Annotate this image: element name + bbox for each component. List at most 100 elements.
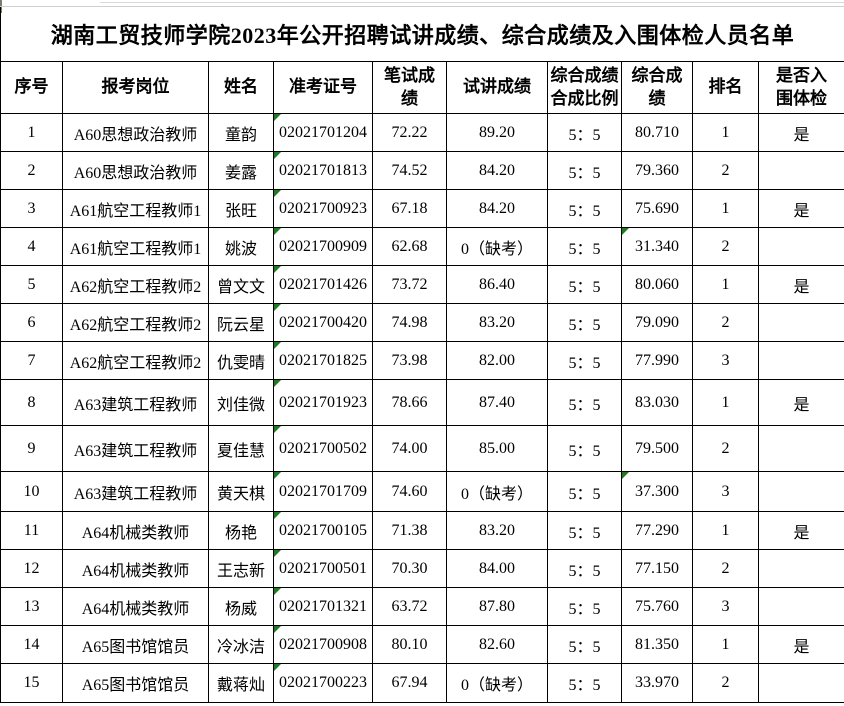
cell-name: 冷冰洁	[208, 625, 274, 664]
excel-error-indicator-triangle	[274, 114, 281, 121]
cell-position: A64机械类教师	[62, 511, 209, 550]
cell-ratio: 5：5	[547, 663, 622, 703]
cell-name: 姜露	[208, 151, 274, 190]
cell-written: 74.60	[372, 471, 447, 512]
table-row: 7 A62航空工程教师2 仇雯晴 02021701825 73.98 82.00…	[0, 341, 844, 380]
cell-ticket: 02021700908	[273, 625, 373, 664]
cell-ratio: 5：5	[547, 189, 622, 228]
cell-composite: 79.090	[621, 303, 693, 342]
cell-shortlisted: 是	[757, 189, 844, 228]
table-row: 4 A61航空工程教师1 姚波 02021700909 62.68 0（缺考） …	[0, 227, 844, 266]
cell-shortlisted	[757, 549, 844, 588]
cell-ratio: 5：5	[547, 425, 622, 472]
cell-shortlisted	[757, 151, 844, 190]
cell-lecture: 83.20	[446, 303, 548, 342]
cell-rank: 3	[692, 587, 759, 626]
cell-name: 阮云星	[208, 303, 274, 342]
cell-written: 74.98	[372, 303, 447, 342]
cell-written: 72.22	[372, 113, 447, 152]
cell-ticket: 02021700923	[273, 189, 373, 228]
cell-rank: 2	[692, 425, 759, 472]
cell-position: A63建筑工程教师	[62, 471, 209, 512]
cell-position: A60思想政治教师	[62, 151, 209, 190]
cell-ticket: 02021701321	[273, 587, 373, 626]
cell-position: A62航空工程教师2	[62, 303, 209, 342]
cell-lecture: 83.20	[446, 511, 548, 550]
cell-rank: 1	[692, 625, 759, 664]
cell-seq: 11	[0, 511, 63, 550]
header-row: 序号 报考岗位 姓名 准考证号 笔试成 绩 试讲成绩 综合成绩 合成比例 综合成…	[0, 61, 844, 114]
cell-ticket: 02021701923	[273, 379, 373, 426]
table-row: 5 A62航空工程教师2 曾文文 02021701426 73.72 86.40…	[0, 265, 844, 304]
table-row: 12 A64机械类教师 王志新 02021700501 70.30 84.00 …	[0, 549, 844, 588]
table-row: 2 A60思想政治教师 姜露 02021701813 74.52 84.20 5…	[0, 151, 844, 190]
cell-written: 62.68	[372, 227, 447, 266]
cell-seq: 12	[0, 549, 63, 588]
cell-rank: 2	[692, 151, 759, 190]
cell-rank: 3	[692, 341, 759, 380]
cell-composite: 81.350	[621, 625, 693, 664]
cell-written: 70.30	[372, 549, 447, 588]
cell-composite: 79.500	[621, 425, 693, 472]
cell-ratio: 5：5	[547, 341, 622, 380]
cell-name: 夏佳慧	[208, 425, 274, 472]
cell-position: A63建筑工程教师	[62, 425, 209, 472]
cell-written: 74.00	[372, 425, 447, 472]
excel-error-indicator-triangle	[274, 228, 281, 235]
table-body: 1 A60思想政治教师 童韵 02021701204 72.22 89.20 5…	[0, 113, 844, 703]
cell-name: 刘佳微	[208, 379, 274, 426]
page-title: 湖南工贸技师学院2023年公开招聘试讲成绩、综合成绩及入围体检人员名单	[0, 6, 844, 62]
cell-seq: 8	[0, 379, 63, 426]
cell-rank: 2	[692, 549, 759, 588]
excel-error-indicator-triangle	[274, 342, 281, 349]
cell-shortlisted: 是	[757, 511, 844, 550]
cell-seq: 10	[0, 471, 63, 512]
cell-position: A64机械类教师	[62, 549, 209, 588]
cell-written: 63.72	[372, 587, 447, 626]
excel-error-indicator-triangle	[274, 152, 281, 159]
col-header-seq: 序号	[0, 61, 63, 114]
cell-seq: 5	[0, 265, 63, 304]
table-row: 10 A63建筑工程教师 黄天棋 02021701709 74.60 0（缺考）…	[0, 471, 844, 512]
cell-name: 童韵	[208, 113, 274, 152]
cell-composite: 79.360	[621, 151, 693, 190]
excel-error-indicator-triangle	[274, 512, 281, 519]
cell-position: A62航空工程教师2	[62, 341, 209, 380]
col-header-written: 笔试成 绩	[372, 61, 447, 114]
cell-shortlisted	[757, 663, 844, 703]
cell-rank: 2	[692, 303, 759, 342]
col-header-ticket: 准考证号	[273, 61, 373, 114]
cell-seq: 13	[0, 587, 63, 626]
cell-ratio: 5：5	[547, 227, 622, 266]
cell-lecture: 89.20	[446, 113, 548, 152]
cell-rank: 1	[692, 265, 759, 304]
cell-shortlisted: 是	[757, 379, 844, 426]
cell-rank: 3	[692, 471, 759, 512]
cell-written: 80.10	[372, 625, 447, 664]
cell-seq: 14	[0, 625, 63, 664]
cell-position: A64机械类教师	[62, 587, 209, 626]
cell-ratio: 5：5	[547, 379, 622, 426]
cell-position: A60思想政治教师	[62, 113, 209, 152]
cell-ticket: 02021700909	[273, 227, 373, 266]
cell-seq: 3	[0, 189, 63, 228]
excel-error-indicator-triangle	[622, 228, 629, 235]
table-row: 6 A62航空工程教师2 阮云星 02021700420 74.98 83.20…	[0, 303, 844, 342]
cell-composite: 37.300	[621, 471, 693, 512]
cell-name: 王志新	[208, 549, 274, 588]
cell-composite: 83.030	[621, 379, 693, 426]
cell-written: 73.72	[372, 265, 447, 304]
cell-lecture: 84.20	[446, 151, 548, 190]
excel-error-indicator-triangle	[274, 190, 281, 197]
excel-error-indicator-triangle	[274, 472, 281, 479]
cell-ticket: 02021701825	[273, 341, 373, 380]
cell-ratio: 5：5	[547, 303, 622, 342]
cell-lecture: 0（缺考）	[446, 663, 548, 703]
excel-error-indicator-triangle	[274, 550, 281, 557]
cell-position: A63建筑工程教师	[62, 379, 209, 426]
cell-position: A61航空工程教师1	[62, 227, 209, 266]
cell-shortlisted: 是	[757, 625, 844, 664]
cell-lecture: 0（缺考）	[446, 227, 548, 266]
cell-written: 73.98	[372, 341, 447, 380]
excel-error-indicator-triangle	[274, 626, 281, 633]
